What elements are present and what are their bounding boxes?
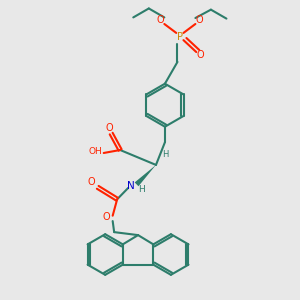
Text: O: O [103, 212, 110, 222]
Text: O: O [196, 15, 203, 26]
Text: O: O [88, 177, 96, 187]
Text: O: O [106, 123, 113, 133]
Text: P: P [177, 32, 183, 41]
Text: OH: OH [88, 147, 102, 156]
Text: N: N [127, 181, 135, 191]
Polygon shape [135, 165, 156, 186]
Text: H: H [162, 150, 168, 159]
Text: H: H [139, 185, 145, 194]
Text: O: O [157, 15, 165, 26]
Text: O: O [197, 50, 205, 60]
